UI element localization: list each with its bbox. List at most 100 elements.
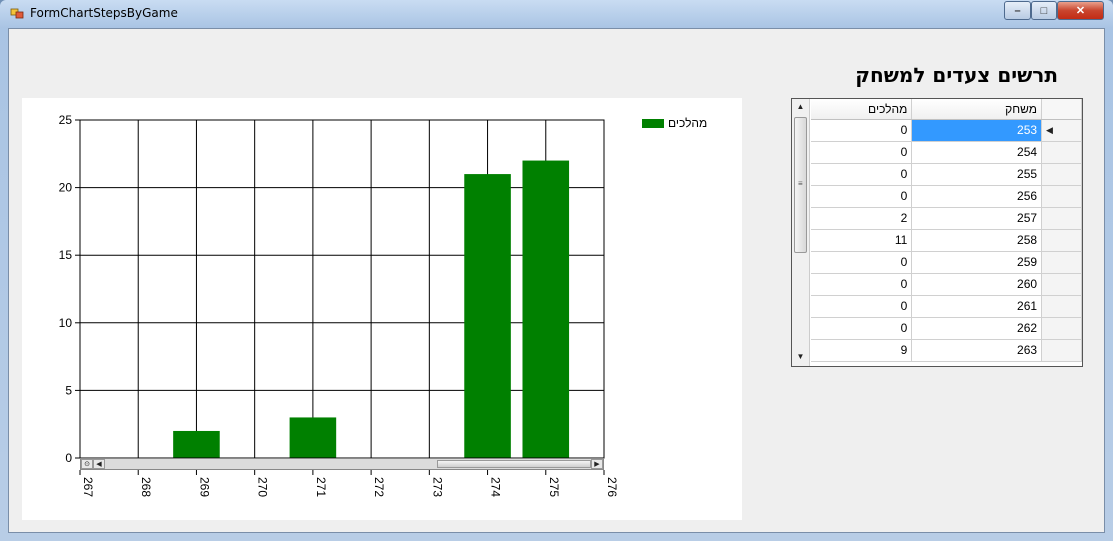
x-tick-label: 271 xyxy=(314,477,328,497)
row-header[interactable] xyxy=(1041,339,1082,362)
cell-moves[interactable]: 0 xyxy=(811,295,913,318)
cell-moves[interactable]: 9 xyxy=(811,339,913,362)
cell-game[interactable]: 262 xyxy=(911,317,1043,340)
x-tick-label: 267 xyxy=(81,477,95,497)
cell-moves[interactable]: 0 xyxy=(811,163,913,186)
chart-panel xyxy=(22,98,742,520)
x-tick-label: 273 xyxy=(430,477,444,497)
zoom-reset-icon: ⊙ xyxy=(84,461,90,468)
maximize-icon: □ xyxy=(1040,4,1048,17)
y-tick-label: 5 xyxy=(65,383,72,397)
y-tick-label: 15 xyxy=(59,248,73,262)
table-row[interactable]: 0 260 xyxy=(811,273,1082,296)
bar xyxy=(173,430,220,458)
cell-game[interactable]: 257 xyxy=(911,207,1043,230)
x-tick-label: 270 xyxy=(256,477,270,497)
y-tick-label: 20 xyxy=(59,181,73,195)
arrow-right-icon: ▶ xyxy=(594,461,600,468)
page-title: תרשים צעדים למשחק xyxy=(855,63,1058,87)
arrow-up-icon: ▲ xyxy=(796,102,805,111)
x-tick-label: 269 xyxy=(197,477,211,497)
cell-moves[interactable]: 0 xyxy=(811,119,913,142)
cell-game[interactable]: 259 xyxy=(911,251,1043,274)
row-header[interactable] xyxy=(1041,229,1082,252)
cell-moves[interactable]: 0 xyxy=(811,273,913,296)
table-row[interactable]: 0 254 xyxy=(811,141,1082,164)
current-row-icon: ◀ xyxy=(1046,124,1053,135)
scroll-up-button[interactable]: ▲ xyxy=(793,99,808,114)
cell-game[interactable]: 254 xyxy=(911,141,1043,164)
chart-horizontal-scrollbar[interactable]: ⊙ ◀ ▶ xyxy=(80,458,604,470)
y-tick-label: 10 xyxy=(59,316,73,330)
grid-table: מהלכים משחק 0 253 ◀ 0 254 0 255 0 256 2 257 11 258 0 2… xyxy=(811,99,1082,362)
zoom-reset-button[interactable]: ⊙ xyxy=(81,459,93,469)
title-bar[interactable]: FormChartStepsByGame – □ ✕ xyxy=(0,0,1113,27)
scroll-down-button[interactable]: ▼ xyxy=(793,349,808,364)
data-grid[interactable]: ▲ ≡ ▼ מהלכים משחק 0 253 ◀ 0 254 0 255 0 256 2 257 1… xyxy=(791,98,1083,367)
y-tick-label: 25 xyxy=(59,113,73,127)
table-row[interactable]: 0 255 xyxy=(811,163,1082,186)
cell-game[interactable]: 260 xyxy=(911,273,1043,296)
x-tick-label: 272 xyxy=(372,477,386,497)
window-title: FormChartStepsByGame xyxy=(30,6,178,20)
bar xyxy=(289,417,337,458)
table-row[interactable]: 0 253 ◀ xyxy=(811,119,1082,142)
column-header-game[interactable]: משחק xyxy=(911,99,1043,120)
cell-moves[interactable]: 0 xyxy=(811,251,913,274)
close-icon: ✕ xyxy=(1075,5,1086,17)
row-header[interactable] xyxy=(1041,185,1082,208)
cell-moves[interactable]: 2 xyxy=(811,207,913,230)
table-row[interactable]: 0 262 xyxy=(811,317,1082,340)
row-header[interactable] xyxy=(1041,295,1082,318)
cell-moves[interactable]: 0 xyxy=(811,317,913,340)
close-button[interactable]: ✕ xyxy=(1057,1,1104,20)
arrow-left-icon: ◀ xyxy=(96,461,102,468)
bar xyxy=(522,160,570,458)
cell-game[interactable]: 258 xyxy=(911,229,1043,252)
x-tick-label: 276 xyxy=(605,477,619,497)
cell-game[interactable]: 261 xyxy=(911,295,1043,318)
x-tick-label: 274 xyxy=(489,477,503,497)
table-row[interactable]: 0 256 xyxy=(811,185,1082,208)
table-row[interactable]: 11 258 xyxy=(811,229,1082,252)
bar xyxy=(464,174,511,458)
scroll-right-button[interactable]: ▶ xyxy=(591,459,603,469)
x-tick-label: 275 xyxy=(547,477,561,497)
scroll-thumb[interactable] xyxy=(437,460,591,468)
table-row[interactable]: 0 259 xyxy=(811,251,1082,274)
row-header[interactable] xyxy=(1041,207,1082,230)
header-row: מהלכים משחק xyxy=(811,99,1082,120)
maximize-button[interactable]: □ xyxy=(1031,1,1057,20)
row-header[interactable] xyxy=(1041,317,1082,340)
grip-icon: ≡ xyxy=(798,179,803,188)
grid-scroll-thumb[interactable]: ≡ xyxy=(794,117,807,253)
grid-vertical-scrollbar[interactable]: ▲ ≡ ▼ xyxy=(792,99,810,366)
x-tick-label: 268 xyxy=(139,477,153,497)
table-row[interactable]: 2 257 xyxy=(811,207,1082,230)
row-header[interactable]: ◀ xyxy=(1041,119,1082,142)
row-header[interactable] xyxy=(1041,163,1082,186)
cell-game[interactable]: 255 xyxy=(911,163,1043,186)
chart-legend: מהלכים xyxy=(642,116,707,130)
cell-moves[interactable]: 0 xyxy=(811,141,913,164)
minimize-icon: – xyxy=(1014,4,1021,17)
app-icon xyxy=(10,8,24,19)
y-tick-label: 0 xyxy=(65,451,72,465)
cell-game[interactable]: 263 xyxy=(911,339,1043,362)
row-header[interactable] xyxy=(1041,141,1082,164)
row-header-corner xyxy=(1041,99,1082,120)
legend-label: מהלכים xyxy=(668,116,708,130)
cell-moves[interactable]: 11 xyxy=(811,229,913,252)
row-header[interactable] xyxy=(1041,273,1082,296)
column-header-moves[interactable]: מהלכים xyxy=(811,99,913,120)
minimize-button[interactable]: – xyxy=(1004,1,1031,20)
legend-swatch xyxy=(642,118,664,128)
cell-game[interactable]: 256 xyxy=(911,185,1043,208)
arrow-down-icon: ▼ xyxy=(796,352,805,361)
cell-moves[interactable]: 0 xyxy=(811,185,913,208)
row-header[interactable] xyxy=(1041,251,1082,274)
scroll-left-button[interactable]: ◀ xyxy=(93,459,105,469)
table-row[interactable]: 0 261 xyxy=(811,295,1082,318)
table-row[interactable]: 9 263 xyxy=(811,339,1082,362)
cell-game[interactable]: 253 xyxy=(911,119,1043,142)
